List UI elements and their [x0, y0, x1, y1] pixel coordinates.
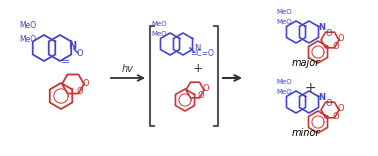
- Text: O: O: [77, 49, 83, 58]
- Text: MeO: MeO: [276, 79, 292, 85]
- Text: N: N: [68, 41, 76, 51]
- Text: O: O: [338, 34, 344, 43]
- Text: =: =: [61, 57, 71, 67]
- Text: +: +: [193, 61, 203, 75]
- Text: N: N: [194, 44, 200, 53]
- Text: MeO: MeO: [276, 9, 292, 15]
- Text: N: N: [319, 23, 325, 32]
- Text: major: major: [292, 58, 320, 68]
- Text: O: O: [333, 112, 339, 121]
- Text: O: O: [198, 91, 204, 100]
- Text: +: +: [304, 81, 316, 95]
- Text: MeO: MeO: [151, 31, 167, 37]
- Text: O: O: [326, 99, 332, 108]
- Text: O: O: [338, 104, 344, 113]
- Text: MeO: MeO: [19, 22, 37, 31]
- Text: MeO: MeO: [151, 21, 167, 27]
- Text: MeO: MeO: [276, 89, 292, 95]
- Text: N: N: [319, 93, 325, 102]
- Text: MeO: MeO: [19, 34, 37, 44]
- Text: O: O: [203, 84, 209, 93]
- Text: O: O: [326, 29, 332, 38]
- Text: MeO: MeO: [276, 19, 292, 25]
- Text: O: O: [333, 42, 339, 51]
- Text: hv: hv: [122, 64, 134, 74]
- Text: minor: minor: [292, 128, 320, 138]
- Text: O: O: [83, 78, 89, 88]
- Text: =C=O: =C=O: [190, 49, 214, 58]
- Text: O: O: [77, 88, 83, 97]
